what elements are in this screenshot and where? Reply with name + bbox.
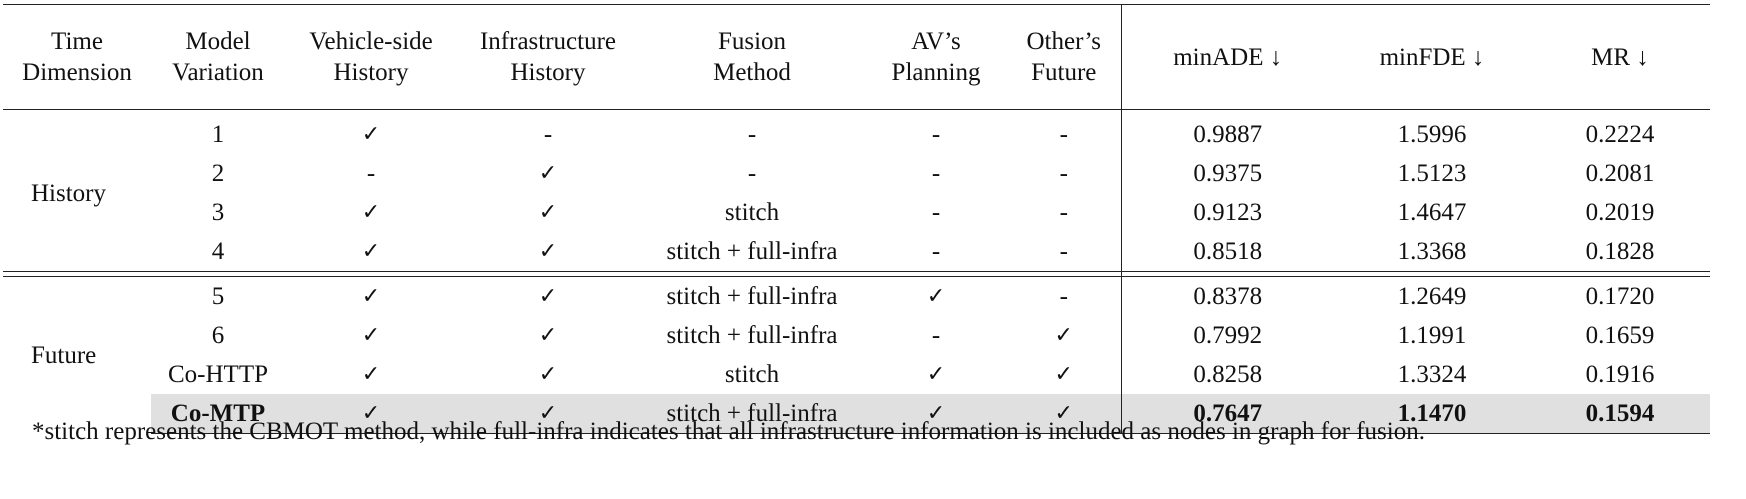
- cell-av-planning: -: [931, 322, 941, 349]
- table-row: Future 5 ✓ ✓ stitch + full-infra ✓ - 0.8…: [3, 276, 1710, 368]
- cell-others-future: -: [1007, 193, 1122, 232]
- cell-mr: 0.2019: [1585, 199, 1655, 226]
- group-label-history: History: [31, 179, 106, 207]
- cell-infra-history: ✓: [538, 283, 558, 309]
- cell-fusion: stitch: [724, 199, 780, 226]
- header-model-variation: Model Variation: [151, 4, 285, 110]
- cell-mr: 0.2081: [1585, 160, 1655, 187]
- cell-fusion: stitch: [724, 361, 780, 388]
- cell-av-planning: ✓: [926, 361, 946, 387]
- double-rule: [3, 271, 1710, 277]
- header-others-future: Other’s Future: [1007, 4, 1122, 110]
- cell-others-future: -: [1007, 276, 1122, 316]
- cell-others-future: ✓: [1007, 355, 1122, 394]
- cell-vehicle-history: ✓: [361, 199, 381, 225]
- cell-minfde: 1.3368: [1334, 232, 1530, 272]
- table-row: 3 ✓ ✓ stitch - - 0.9123 1.4647 0.2019: [3, 193, 1710, 232]
- cell-minade: 0.9375: [1193, 160, 1263, 187]
- table-row: 4 ✓ ✓ stitch + full-infra - - 0.8518 1.3…: [3, 232, 1710, 272]
- cell-fusion: stitch + full-infra: [666, 283, 838, 310]
- cell-vehicle-history: ✓: [285, 394, 457, 434]
- cell-infra-history: ✓: [538, 361, 558, 387]
- header-av-planning: AV’s Planning: [865, 4, 1007, 110]
- table-row: 2 - ✓ - - - 0.9375 1.5123 0.2081: [3, 154, 1710, 193]
- table-body: History 1 ✓ - - - - 0.9887 1.5996 0.2224…: [3, 109, 1710, 434]
- header-time-dimension: Time Dimension: [3, 4, 151, 110]
- cell-minade: 0.9123: [1193, 199, 1263, 226]
- cell-minade: 0.9887: [1193, 121, 1263, 148]
- cell-minfde: 1.1470: [1334, 394, 1530, 434]
- cell-vehicle-history: ✓: [361, 121, 381, 147]
- cell-infra-history: ✓: [538, 199, 558, 225]
- table-footnote: *stitch represents the CBMOT method, whi…: [32, 418, 1425, 445]
- cell-fusion: stitch + full-infra: [639, 232, 865, 272]
- cell-model: 5: [211, 283, 225, 310]
- cell-fusion: -: [747, 160, 757, 187]
- cell-av-planning: -: [865, 232, 1007, 272]
- cell-mr: 0.2224: [1585, 121, 1655, 148]
- cell-vehicle-history: ✓: [285, 232, 457, 272]
- cell-model: 6: [211, 322, 225, 349]
- cell-minade: 0.7647: [1121, 394, 1334, 434]
- cell-others-future: -: [1007, 232, 1122, 272]
- cell-infra-history: ✓: [538, 322, 558, 348]
- header-minade: minADE ↓: [1121, 4, 1334, 110]
- header-fusion-method: Fusion Method: [639, 4, 865, 110]
- cell-minfde: 1.3324: [1397, 361, 1467, 388]
- cell-minfde: 1.5996: [1397, 121, 1467, 148]
- cell-model: 2: [211, 160, 225, 187]
- cell-infra-history: ✓: [457, 232, 639, 272]
- results-table-container: Time Dimension Model Variation Vehicle-sid…: [3, 4, 1710, 434]
- cell-infra-history: ✓: [457, 394, 639, 434]
- cell-model: 1: [211, 121, 225, 148]
- cell-minade: 0.7992: [1193, 322, 1263, 349]
- cell-others-future: -: [1007, 109, 1122, 154]
- cell-minfde: 1.5123: [1397, 160, 1467, 187]
- cell-fusion: stitch + full-infra: [666, 322, 838, 349]
- table-row-highlighted: Co-MTP ✓ ✓ stitch + full-infra ✓ ✓ 0.764…: [3, 394, 1710, 434]
- cell-infra-history: -: [543, 121, 553, 148]
- cell-model: Co-MTP: [151, 394, 285, 434]
- table-header: Time Dimension Model Variation Vehicle-sid…: [3, 4, 1710, 110]
- cell-fusion: stitch + full-infra: [639, 394, 865, 434]
- cell-mr: 0.1828: [1530, 232, 1710, 272]
- group-label-future: Future: [31, 341, 97, 369]
- cell-minfde: 1.1991: [1397, 322, 1467, 349]
- header-infrastructure-history: Infrastructure History: [457, 4, 639, 110]
- cell-model: 3: [211, 199, 225, 226]
- table-row: History 1 ✓ - - - - 0.9887 1.5996 0.2224: [3, 109, 1710, 206]
- cell-mr: 0.1720: [1585, 283, 1655, 310]
- header-mr: MR ↓: [1530, 4, 1710, 110]
- cell-minade: 0.8518: [1121, 232, 1334, 272]
- cell-fusion: -: [747, 121, 757, 148]
- cell-infra-history: ✓: [538, 160, 558, 186]
- cell-others-future: ✓: [1007, 316, 1122, 355]
- cell-minade: 0.8378: [1193, 283, 1263, 310]
- cell-model: 4: [151, 232, 285, 272]
- cell-av-planning: -: [931, 160, 941, 187]
- cell-av-planning: ✓: [865, 394, 1007, 434]
- cell-minfde: 1.4647: [1397, 199, 1467, 226]
- cell-mr: 0.1916: [1585, 361, 1655, 388]
- ablation-table: Time Dimension Model Variation Vehicle-sid…: [3, 4, 1710, 434]
- cell-vehicle-history: ✓: [361, 283, 381, 309]
- cell-model: Co-HTTP: [168, 361, 268, 388]
- cell-av-planning: -: [931, 121, 941, 148]
- cell-others-future: ✓: [1007, 394, 1122, 434]
- cell-vehicle-history: -: [366, 160, 376, 187]
- table-row: Co-HTTP ✓ ✓ stitch ✓ ✓ 0.8258 1.3324 0.1…: [3, 355, 1710, 394]
- cell-minfde: 1.2649: [1397, 283, 1467, 310]
- cell-vehicle-history: ✓: [361, 322, 381, 348]
- cell-others-future: -: [1007, 154, 1122, 193]
- table-row: 6 ✓ ✓ stitch + full-infra - ✓ 0.7992 1.1…: [3, 316, 1710, 355]
- header-vehicle-side-history: Vehicle-side History: [285, 4, 457, 110]
- cell-vehicle-history: ✓: [361, 361, 381, 387]
- cell-mr: 0.1659: [1585, 322, 1655, 349]
- cell-mr: 0.1594: [1530, 394, 1710, 434]
- cell-minade: 0.8258: [1193, 361, 1263, 388]
- cell-av-planning: ✓: [926, 283, 946, 309]
- header-minfde: minFDE ↓: [1334, 4, 1530, 110]
- cell-av-planning: -: [931, 199, 941, 226]
